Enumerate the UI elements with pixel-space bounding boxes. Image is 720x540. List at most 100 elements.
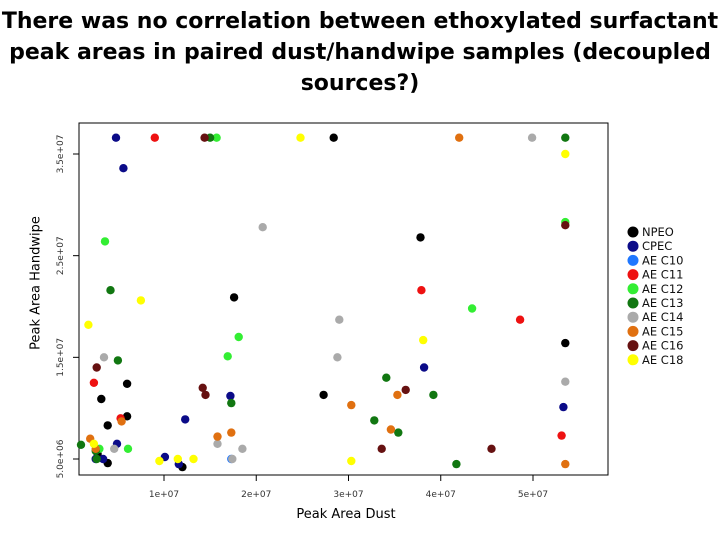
data-point <box>100 237 110 246</box>
data-point <box>89 439 99 448</box>
data-point <box>429 390 438 400</box>
data-point <box>455 133 464 142</box>
data-point <box>419 363 429 372</box>
title-line-3: sources?) <box>300 71 420 96</box>
data-point <box>347 400 356 410</box>
data-point <box>561 221 570 230</box>
chart-title: There was no correlation between ethoxyl… <box>0 6 720 99</box>
data-point <box>335 315 344 324</box>
legend-marker <box>627 226 639 238</box>
legend-marker <box>627 325 639 337</box>
legend-marker <box>627 297 639 309</box>
data-point <box>226 391 235 401</box>
data-point <box>84 320 93 329</box>
data-point <box>111 133 121 142</box>
plot-frame <box>78 122 609 476</box>
data-point <box>296 133 305 142</box>
data-point <box>227 428 236 437</box>
data-point <box>212 133 221 142</box>
x-tick-label: 1e+07 <box>149 490 179 500</box>
data-point <box>227 398 236 408</box>
legend-label: AE C18 <box>642 353 683 367</box>
x-tick-label: 5e+07 <box>518 490 548 500</box>
data-point <box>401 385 410 395</box>
data-point <box>561 377 570 386</box>
data-point <box>92 454 101 464</box>
data-point <box>467 304 477 313</box>
legend-label: AE C10 <box>642 253 683 267</box>
legend-marker <box>627 354 639 366</box>
data-point <box>416 233 425 242</box>
data-point <box>561 338 570 348</box>
legend-label: AE C13 <box>642 296 683 310</box>
data-point <box>370 416 379 425</box>
data-point <box>92 363 101 372</box>
data-point <box>487 444 496 453</box>
data-point <box>76 440 86 449</box>
data-point <box>110 444 119 453</box>
data-point <box>136 296 146 305</box>
data-point <box>99 353 109 362</box>
legend-label: CPEC <box>642 239 672 253</box>
data-point <box>223 352 232 361</box>
data-point <box>113 356 123 365</box>
data-point <box>561 133 570 142</box>
y-tick-label: 1.5e+07 <box>56 338 66 377</box>
data-point <box>386 425 396 434</box>
data-point <box>173 454 182 464</box>
data-point <box>201 390 210 400</box>
data-point <box>377 444 386 453</box>
legend-label: AE C12 <box>642 282 683 296</box>
data-point <box>189 454 198 464</box>
data-point <box>117 417 126 426</box>
x-axis: 1e+07 2e+07 3e+07 4e+07 5e+07 <box>149 475 548 500</box>
data-point <box>347 456 356 466</box>
data-point <box>333 353 342 362</box>
data-point <box>393 390 402 400</box>
data-point <box>417 286 426 295</box>
data-point <box>258 223 267 232</box>
data-point <box>452 459 461 469</box>
legend-marker <box>627 283 639 295</box>
data-point <box>561 149 570 159</box>
data-point <box>394 428 403 437</box>
data-point <box>155 456 164 466</box>
data-point <box>123 444 133 453</box>
legend-label: AE C15 <box>642 324 683 338</box>
data-point <box>234 332 243 342</box>
data-point <box>557 431 566 440</box>
data-point <box>527 133 537 142</box>
data-point <box>561 459 570 469</box>
data-point <box>98 454 108 464</box>
y-tick-label: 2.5e+07 <box>56 236 66 275</box>
data-point <box>181 415 190 424</box>
y-tick-label: 3.5e+07 <box>56 135 66 174</box>
y-axis-label: Peak Area Handwipe <box>28 216 44 350</box>
legend-marker <box>627 340 639 352</box>
x-tick-label: 2e+07 <box>241 490 271 500</box>
data-point <box>150 133 159 142</box>
data-point <box>122 379 132 388</box>
data-points <box>76 133 570 472</box>
x-tick-label: 3e+07 <box>333 490 363 500</box>
data-point <box>329 133 338 142</box>
y-axis: 5.0e+06 1.5e+07 2.5e+07 3.5e+07 <box>56 135 79 478</box>
data-point <box>238 444 247 453</box>
title-line-2: peak areas in paired dust/handwipe sampl… <box>9 40 711 65</box>
legend-marker <box>627 311 639 323</box>
legend-marker <box>627 269 639 281</box>
data-point <box>559 402 568 412</box>
data-point <box>119 164 128 173</box>
x-axis-label: Peak Area Dust <box>296 507 396 522</box>
data-point <box>103 421 112 430</box>
data-point <box>106 286 115 295</box>
data-point <box>198 383 207 392</box>
data-point <box>228 454 237 464</box>
data-point <box>382 373 391 382</box>
y-tick-label: 5.0e+06 <box>56 439 66 478</box>
data-point <box>515 315 525 324</box>
legend-marker <box>627 254 639 266</box>
legend-label: AE C16 <box>642 339 683 353</box>
data-point <box>319 390 328 400</box>
